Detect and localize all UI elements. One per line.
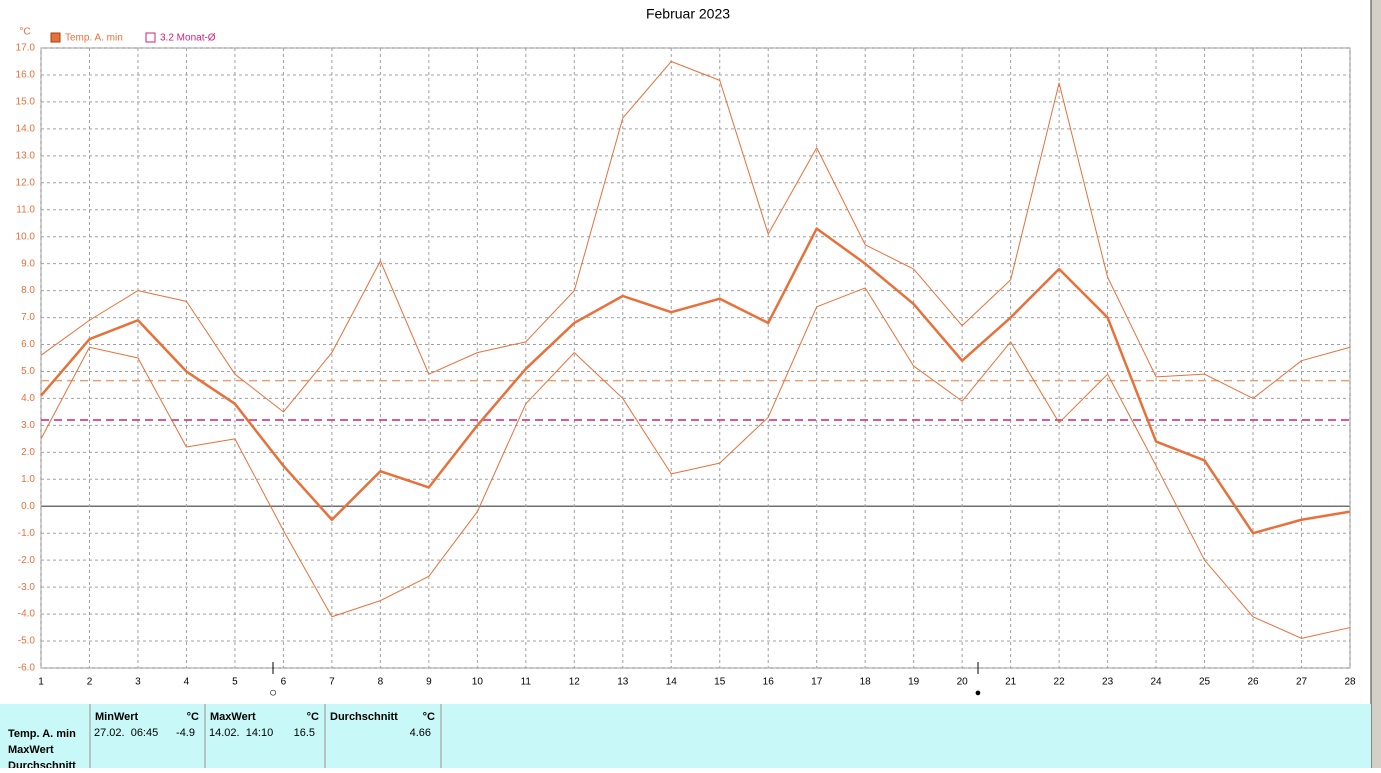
chart-title: Februar 2023: [646, 6, 730, 22]
x-tick-label: 19: [908, 677, 920, 688]
column-header: MaxWert: [210, 711, 256, 723]
x-tick-label: 18: [860, 677, 872, 688]
plot-area: [40, 47, 1351, 669]
y-tick-label: 16.0: [16, 70, 36, 81]
y-tick-label: 17.0: [16, 43, 36, 54]
cell-time: 14.02. 14:10: [209, 727, 273, 739]
x-tick-label: 9: [426, 677, 432, 688]
moon-full: ○: [269, 684, 277, 699]
x-tick-label: 28: [1344, 677, 1356, 688]
series-line: [40, 227, 1351, 535]
x-tick-label: 7: [329, 677, 335, 688]
column-unit: °C: [307, 711, 319, 723]
x-tick-label: 2: [87, 677, 93, 688]
column-header: Durchschnitt: [330, 711, 398, 723]
y-tick-label: 13.0: [16, 150, 36, 161]
y-tick-label: 5.0: [21, 366, 35, 377]
x-tick-label: 3: [135, 677, 141, 688]
x-tick-label: 12: [569, 677, 581, 688]
series-line: [40, 287, 1351, 639]
x-tick-label: 21: [1005, 677, 1017, 688]
legend-swatch: [50, 32, 61, 43]
x-tick-label: 25: [1199, 677, 1211, 688]
x-tick-label: 23: [1102, 677, 1114, 688]
column-unit: °C: [423, 711, 435, 723]
y-tick-label: -1.0: [18, 528, 36, 539]
x-tick-label: 10: [472, 677, 484, 688]
y-tick-label: 0.0: [21, 501, 35, 512]
x-tick-label: 22: [1054, 677, 1066, 688]
x-tick-label: 17: [811, 677, 823, 688]
y-tick-label: 11.0: [16, 204, 35, 215]
legend-label: 3.2 Monat-Ø: [160, 33, 216, 44]
x-tick-label: 1: [38, 677, 44, 688]
legend-swatch: [145, 32, 156, 43]
table-background: [0, 704, 1371, 768]
y-tick-label: 1.0: [21, 474, 35, 485]
x-tick-label: 4: [184, 677, 190, 688]
x-tick-label: 16: [763, 677, 775, 688]
y-tick-label: 12.0: [16, 177, 36, 188]
cell-value: 4.66: [410, 727, 431, 739]
y-tick-label: 7.0: [21, 312, 35, 323]
cell-value: -4.9: [176, 727, 195, 739]
legend-label: Temp. A. min: [65, 33, 123, 44]
y-tick-label: 8.0: [21, 285, 35, 296]
column-header: MinWert: [95, 711, 139, 723]
cell-time: 27.02. 06:45: [94, 727, 158, 739]
y-tick-label: 2.0: [21, 447, 35, 458]
x-tick-label: 6: [281, 677, 287, 688]
x-tick-label: 20: [957, 677, 969, 688]
y-tick-label: -5.0: [18, 636, 36, 647]
cell-value: 16.5: [294, 727, 315, 739]
y-tick-label: 6.0: [21, 339, 35, 350]
column-unit: °C: [187, 711, 199, 723]
x-tick-label: 26: [1247, 677, 1259, 688]
y-tick-label: 3.0: [21, 420, 35, 431]
y-tick-label: -3.0: [18, 582, 36, 593]
x-tick-label: 14: [666, 677, 678, 688]
y-tick-label: -2.0: [18, 555, 36, 566]
x-tick-label: 8: [378, 677, 384, 688]
x-tick-label: 5: [232, 677, 238, 688]
row-label: Durchschnitt: [8, 760, 76, 768]
y-tick-label: -4.0: [18, 609, 36, 620]
side-strip: [1371, 0, 1381, 768]
row-label: Temp. A. min: [8, 728, 76, 740]
x-tick-label: 24: [1151, 677, 1163, 688]
x-tick-label: 13: [617, 677, 629, 688]
x-tick-label: 11: [521, 677, 532, 688]
moon-new: ●: [975, 687, 982, 699]
series-line: [40, 60, 1351, 413]
x-tick-label: 27: [1296, 677, 1308, 688]
row-label: MaxWert: [8, 744, 54, 756]
y-tick-label: 14.0: [16, 124, 36, 135]
y-tick-label: 10.0: [16, 231, 36, 242]
x-tick-label: 15: [714, 677, 726, 688]
y-tick-label: 4.0: [21, 393, 35, 404]
y-unit: °C: [19, 27, 30, 38]
y-tick-label: 15.0: [16, 97, 36, 108]
y-tick-label: 9.0: [21, 258, 35, 269]
y-tick-label: -6.0: [18, 663, 36, 674]
